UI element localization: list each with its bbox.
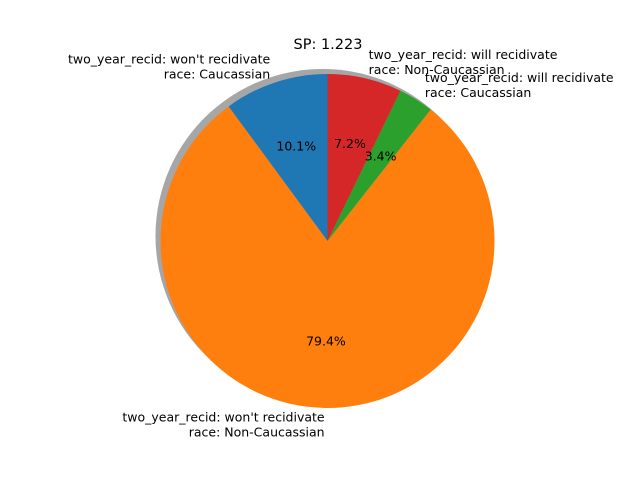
slice-label-0: two_year_recid: won't recidivate race: Ca… [68,51,271,81]
slice-label-0-line-0: two_year_recid: won't recidivate [68,51,271,66]
pct-label-3: 7.2% [334,136,366,151]
slice-label-2: two_year_recid: will recidivate race: Cau… [425,70,614,100]
chart-title: SP: 1.223 [294,37,363,53]
slice-label-3-line-1: race: Non-Caucassian [369,62,505,77]
pie-slice-2 [327,90,431,241]
slice-label-3-line-0: two_year_recid: will recidivate [369,47,558,62]
pct-label-0: 10.1% [276,138,316,153]
slice-label-0-line-1: race: Caucassian [164,66,270,81]
pie-slice-0 [228,74,328,241]
slice-label-2-line-0: two_year_recid: will recidivate [425,70,614,85]
slice-label-1-line-0: two_year_recid: won't recidivate [122,410,325,425]
slice-labels: two_year_recid: won't recidivate race: Ca… [68,47,614,440]
pct-label-1: 79.4% [306,334,346,349]
pie-slices [160,74,495,409]
pct-label-2: 3.4% [365,149,397,164]
pie-slice-1 [160,106,495,409]
slice-label-1-line-1: race: Non-Caucassian [189,425,325,440]
slice-label-2-line-1: race: Caucassian [425,85,531,100]
slice-label-1: two_year_recid: won't recidivate race: No… [122,410,325,440]
pct-labels: 10.1% 79.4% 3.4%7.2% [276,136,396,349]
pie-slice-3 [327,74,401,241]
slice-label-3: two_year_recid: will recidivate race: Non… [369,47,558,77]
